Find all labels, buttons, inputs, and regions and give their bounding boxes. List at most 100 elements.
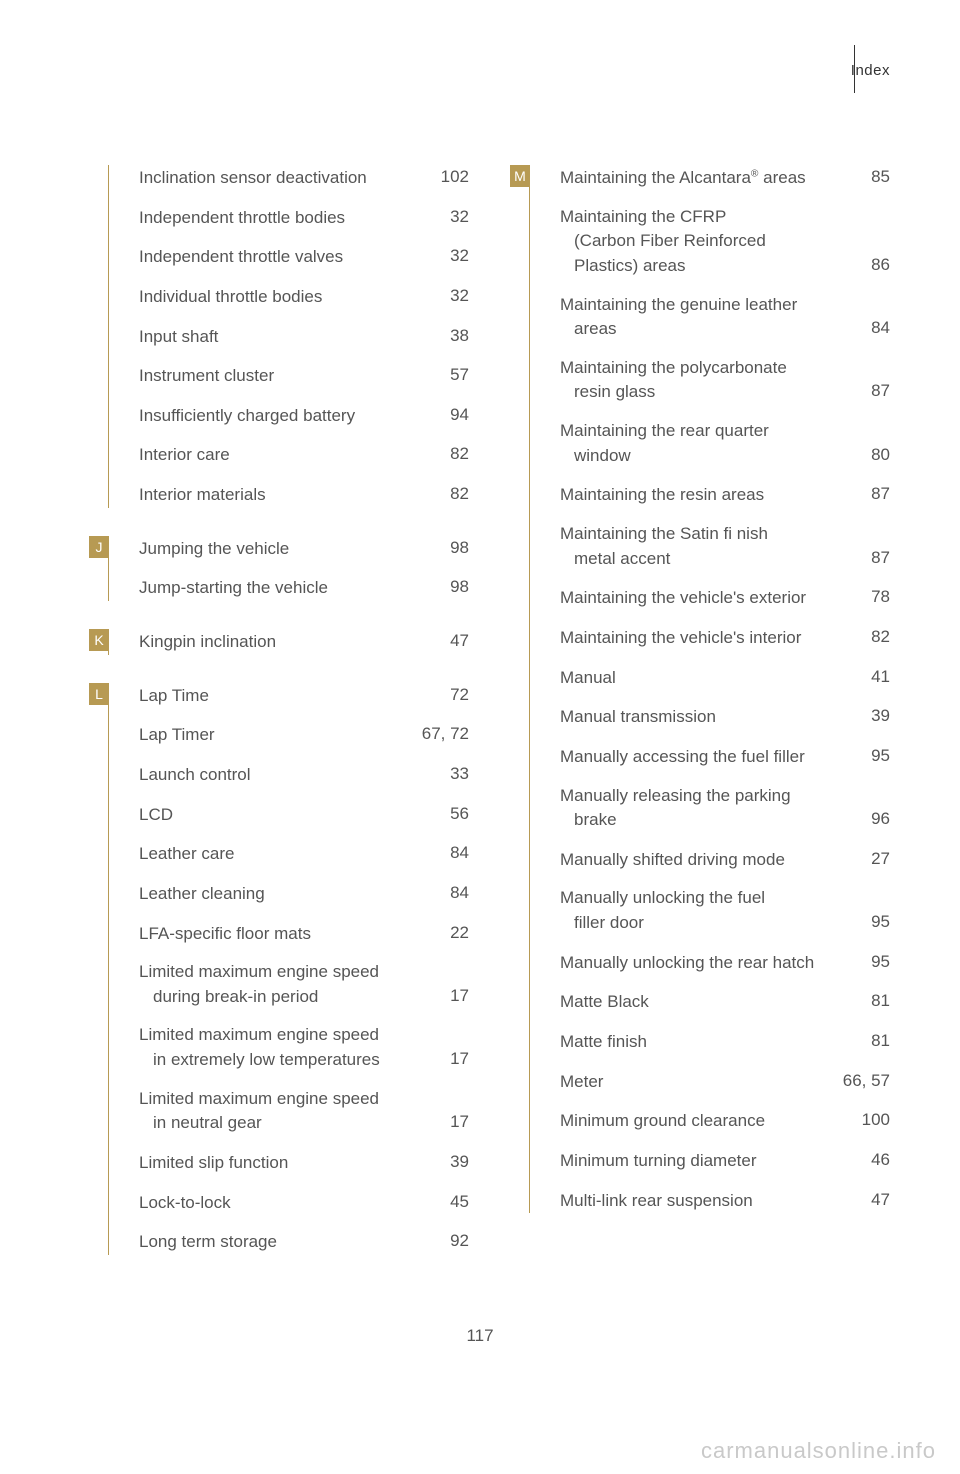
index-entry-page: 84 bbox=[871, 316, 890, 342]
index-entry: Maintaining the genuine leatherareas 84 bbox=[560, 293, 890, 342]
index-letter-badge: J bbox=[89, 536, 109, 558]
index-entry-label: Minimum ground clearance bbox=[560, 1109, 773, 1134]
index-entry-page: 38 bbox=[450, 324, 469, 350]
index-entry-label: Input shaft bbox=[139, 325, 226, 350]
index-entry: Interior materials82 bbox=[139, 482, 469, 508]
right-column: MMaintaining the Alcantara® areas85Maint… bbox=[529, 165, 890, 1283]
index-entry-label: Kingpin inclination bbox=[139, 630, 284, 655]
index-entry: Instrument cluster57 bbox=[139, 363, 469, 389]
index-entry-page: 41 bbox=[871, 665, 890, 691]
index-entry-page: 22 bbox=[450, 921, 469, 947]
index-entry-label: Insufficiently charged battery bbox=[139, 404, 363, 429]
index-entry: Manual41 bbox=[560, 665, 890, 691]
index-entry: Inclination sensor deactivation102 bbox=[139, 165, 469, 191]
index-entry: LFA-specific floor mats 22 bbox=[139, 921, 469, 947]
index-entry: Manually shifted driving mode 27 bbox=[560, 847, 890, 873]
left-column: Inclination sensor deactivation102 Indepe… bbox=[108, 165, 469, 1283]
index-entry: Manually accessing the fuel filler95 bbox=[560, 744, 890, 770]
index-entry: Matte Black 81 bbox=[560, 989, 890, 1015]
index-entry-label: Lap Time bbox=[139, 684, 217, 709]
index-entry: Jumping the vehicle 98 bbox=[139, 536, 469, 562]
index-entry-page: 98 bbox=[450, 536, 469, 562]
index-entry-page: 100 bbox=[862, 1108, 890, 1134]
index-entry-page: 45 bbox=[450, 1190, 469, 1216]
index-entry: Manually unlocking the fuelfiller door95 bbox=[560, 886, 890, 935]
index-entry-page: 84 bbox=[450, 881, 469, 907]
index-entry-label: Jump-starting the vehicle bbox=[139, 576, 336, 601]
index-entry: Manual transmission39 bbox=[560, 704, 890, 730]
index-entry-page: 17 bbox=[450, 984, 469, 1010]
index-entry-label: Minimum turning diameter bbox=[560, 1149, 765, 1174]
header-title: Index bbox=[851, 62, 890, 79]
index-entry-page: 47 bbox=[871, 1188, 890, 1214]
index-entry-page: 39 bbox=[871, 704, 890, 730]
index-group: LLap Time72Lap Timer67, 72Launch control… bbox=[108, 683, 469, 1255]
index-entry: Lap Timer67, 72 bbox=[139, 722, 469, 748]
index-entry-page: 86 bbox=[871, 253, 890, 279]
index-letter-badge: M bbox=[510, 165, 530, 187]
index-entry: Limited slip function39 bbox=[139, 1150, 469, 1176]
index-entry-page: 32 bbox=[450, 284, 469, 310]
index-entry-page: 95 bbox=[871, 950, 890, 976]
index-entry-page: 87 bbox=[871, 379, 890, 405]
index-entry-page: 92 bbox=[450, 1229, 469, 1255]
index-entry: Independent throttle valves32 bbox=[139, 244, 469, 270]
page-number: 117 bbox=[0, 1326, 960, 1346]
index-entry-page: 85 bbox=[871, 165, 890, 191]
index-entry-label: Independent throttle bodies bbox=[139, 206, 353, 231]
index-entry: Meter 66, 57 bbox=[560, 1069, 890, 1095]
index-entry: Minimum turning diameter46 bbox=[560, 1148, 890, 1174]
index-entry-page: 82 bbox=[450, 442, 469, 468]
index-entry-label: Interior care bbox=[139, 443, 238, 468]
index-entry-label: Limited maximum engine speedin neutral g… bbox=[139, 1087, 387, 1136]
index-entry: Leather care 84 bbox=[139, 841, 469, 867]
index-entry-label: Limited maximum engine speedduring break… bbox=[139, 960, 387, 1009]
index-entry-label: Manually releasing the parkingbrake bbox=[560, 784, 799, 833]
index-entry-page: 32 bbox=[450, 205, 469, 231]
index-entry: Lock-to-lock45 bbox=[139, 1190, 469, 1216]
index-entry-page: 32 bbox=[450, 244, 469, 270]
index-entry: Matte finish81 bbox=[560, 1029, 890, 1055]
index-entry-page: 87 bbox=[871, 482, 890, 508]
index-entry-page: 80 bbox=[871, 443, 890, 469]
index-entry: Manually releasing the parkingbrake 96 bbox=[560, 784, 890, 833]
index-entry-page: 95 bbox=[871, 744, 890, 770]
index-entry: Lap Time72 bbox=[139, 683, 469, 709]
index-entry-label: Maintaining the genuine leatherareas bbox=[560, 293, 805, 342]
page: Index Inclination sensor deactivation102… bbox=[0, 0, 960, 1474]
index-entry-label: Manually unlocking the rear hatch bbox=[560, 951, 822, 976]
index-entry-page: 82 bbox=[450, 482, 469, 508]
index-entry-page: 56 bbox=[450, 802, 469, 828]
index-entry-page: 47 bbox=[450, 629, 469, 655]
index-entry-label: LCD bbox=[139, 803, 181, 828]
index-entry-label: Jumping the vehicle bbox=[139, 537, 297, 562]
index-entry-label: Matte Black bbox=[560, 990, 657, 1015]
index-entry-label: Leather care bbox=[139, 842, 242, 867]
index-entry-page: 95 bbox=[871, 910, 890, 936]
index-entry: Limited maximum engine speedin neutral g… bbox=[139, 1087, 469, 1136]
index-entry: Minimum ground clearance 100 bbox=[560, 1108, 890, 1134]
index-entry: Manually unlocking the rear hatch 95 bbox=[560, 950, 890, 976]
index-entry-label: Manually shifted driving mode bbox=[560, 848, 793, 873]
index-entry-page: 81 bbox=[871, 989, 890, 1015]
index-entry-page: 84 bbox=[450, 841, 469, 867]
index-entry-label: Maintaining the resin areas bbox=[560, 483, 772, 508]
index-entry: Maintaining the resin areas 87 bbox=[560, 482, 890, 508]
index-entry-label: Maintaining the Satin fi nishmetal accen… bbox=[560, 522, 776, 571]
index-entry: Individual throttle bodies 32 bbox=[139, 284, 469, 310]
index-entry-label: Meter bbox=[560, 1070, 611, 1095]
index-group: JJumping the vehicle98Jump-starting the … bbox=[108, 536, 469, 601]
index-letter-badge: K bbox=[89, 629, 109, 651]
index-entry-page: 87 bbox=[871, 546, 890, 572]
index-entry: Multi-link rear suspension47 bbox=[560, 1188, 890, 1214]
index-entry-page: 102 bbox=[441, 165, 469, 191]
index-entry-label: Individual throttle bodies bbox=[139, 285, 330, 310]
index-entry-label: LFA-specific floor mats bbox=[139, 922, 319, 947]
index-letter-badge: L bbox=[89, 683, 109, 705]
watermark: carmanualsonline.info bbox=[701, 1438, 936, 1464]
index-entry-page: 27 bbox=[871, 847, 890, 873]
index-entry-page: 96 bbox=[871, 807, 890, 833]
index-entry-page: 66, 57 bbox=[843, 1069, 890, 1095]
index-entry-label: Limited maximum engine speedin extremely… bbox=[139, 1023, 388, 1072]
index-group: MMaintaining the Alcantara® areas85Maint… bbox=[529, 165, 890, 1213]
